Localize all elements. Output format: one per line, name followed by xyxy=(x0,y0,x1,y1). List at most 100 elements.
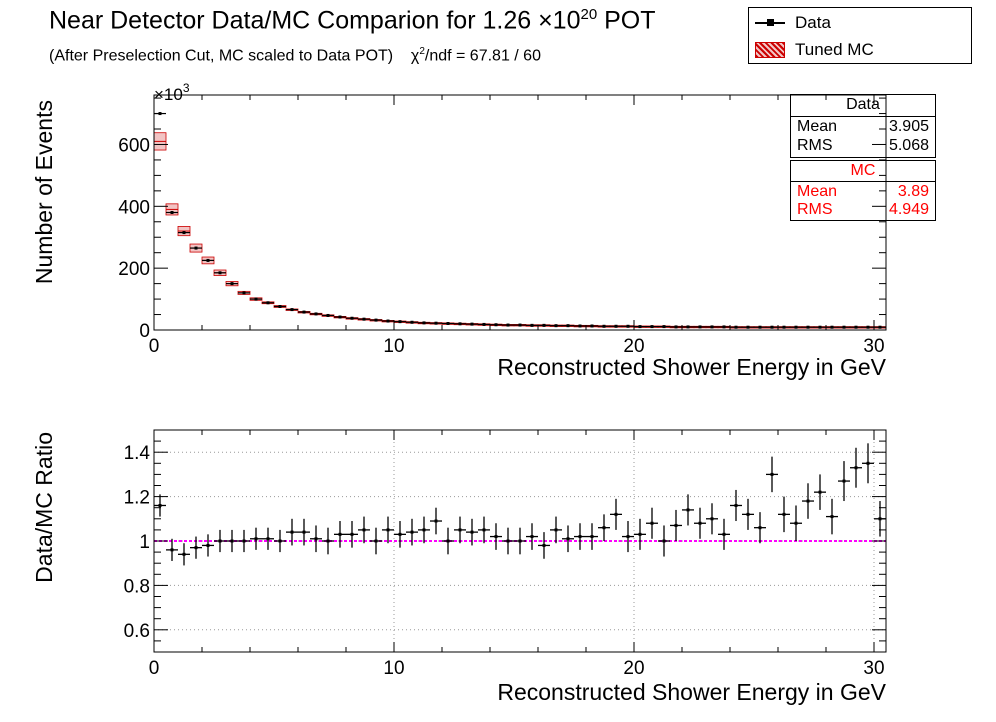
ratio-axes: 0 10 20 30 0.6 0.8 1 1.2 1.4 xyxy=(124,430,886,679)
data-marker xyxy=(506,323,510,327)
ratio-marker xyxy=(602,526,606,530)
ratio-marker xyxy=(410,530,414,534)
ratio-marker xyxy=(230,539,234,543)
ratio-marker xyxy=(314,537,318,541)
ratio-marker xyxy=(494,535,498,539)
stats-data-rms-label: RMS xyxy=(797,137,833,154)
ratio-marker xyxy=(290,530,294,534)
stats-mc-rms-label: RMS xyxy=(797,201,833,218)
ratio-marker xyxy=(830,515,834,519)
data-marker xyxy=(782,325,786,329)
stats-data-rms-value: 5.068 xyxy=(888,137,929,154)
data-marker xyxy=(206,258,210,262)
ratio-marker xyxy=(482,528,486,532)
ratio-marker xyxy=(782,512,786,516)
data-marker xyxy=(566,324,570,328)
data-marker xyxy=(746,325,750,329)
ratio-marker xyxy=(434,519,438,523)
ratio-marker xyxy=(806,499,810,503)
top-y-tick-label: 200 xyxy=(118,259,150,280)
top-plot-frame xyxy=(153,94,887,331)
ratio-marker xyxy=(566,537,570,541)
data-marker xyxy=(290,308,294,312)
data-marker xyxy=(194,246,198,250)
data-marker xyxy=(242,291,246,295)
ratio-marker xyxy=(578,535,582,539)
ratio-marker xyxy=(182,552,186,556)
chi-exponent: 2 xyxy=(419,46,425,57)
ratio-marker xyxy=(554,528,558,532)
ratio-marker xyxy=(854,466,858,470)
top-marks xyxy=(153,112,887,329)
data-marker xyxy=(350,316,354,320)
ratio-y-tick-label: 1.4 xyxy=(124,443,151,464)
stats-box-mc: MC Mean 3.89 RMS 4.949 xyxy=(790,160,936,221)
data-marker xyxy=(458,322,462,326)
data-marker xyxy=(806,325,810,329)
title-main: Near Detector Data/MC Comparion for 1.26… xyxy=(49,6,581,35)
data-marker xyxy=(674,325,678,329)
ratio-marker xyxy=(530,535,534,539)
ratio-marker xyxy=(590,535,594,539)
ratio-marker xyxy=(662,539,666,543)
data-marker xyxy=(638,325,642,329)
data-point-icon xyxy=(767,19,774,26)
top-x-tick-label: 30 xyxy=(863,336,884,357)
chart-subtitle: (After Preselection Cut, MC scaled to Da… xyxy=(49,46,541,65)
y-multiplier-base: ×10 xyxy=(154,85,183,104)
data-marker xyxy=(530,323,534,327)
y-multiplier-label: ×103 xyxy=(154,81,190,104)
data-marker xyxy=(386,319,390,323)
subtitle-text: (After Preselection Cut, MC scaled to Da… xyxy=(49,47,394,65)
ratio-marker xyxy=(458,528,462,532)
ratio-marker xyxy=(242,539,246,543)
ratio-marker xyxy=(302,530,306,534)
ratio-y-tick-label: 1.2 xyxy=(124,488,150,509)
ratio-marker xyxy=(734,503,738,507)
legend-label-mc: Tuned MC xyxy=(795,40,874,59)
ratio-marker xyxy=(638,532,642,536)
ratio-marker xyxy=(446,539,450,543)
data-marker xyxy=(302,310,306,314)
ratio-marker xyxy=(158,503,162,507)
ratio-marker xyxy=(398,532,402,536)
data-marker xyxy=(794,325,798,329)
data-marker xyxy=(470,322,474,326)
data-marker xyxy=(182,231,186,235)
ratio-marker xyxy=(422,528,426,532)
data-marker xyxy=(662,325,666,329)
y-multiplier-exponent: 3 xyxy=(183,81,190,95)
ratio-x-tick-label: 10 xyxy=(383,658,404,679)
data-marker xyxy=(434,321,438,325)
data-marker xyxy=(554,324,558,328)
ratio-marker xyxy=(698,521,702,525)
data-marker xyxy=(650,325,654,329)
ratio-marker xyxy=(722,532,726,536)
ratio-marker xyxy=(374,539,378,543)
data-marker xyxy=(422,321,426,325)
data-marker xyxy=(722,325,726,329)
ratio-y-tick-label: 0.6 xyxy=(124,621,150,642)
ratio-x-tick-label: 0 xyxy=(149,658,160,679)
chi-ndf-text: /ndf = 67.81 / 60 xyxy=(424,47,541,65)
data-marker xyxy=(686,325,690,329)
stats-mc-mean-value: 3.89 xyxy=(897,183,929,200)
legend: Data Tuned MC xyxy=(748,7,972,64)
stats-mc-mean-label: Mean xyxy=(797,183,838,200)
data-marker xyxy=(254,297,258,301)
ratio-y-axis-label: Data/MC Ratio xyxy=(31,432,57,583)
ratio-marker xyxy=(206,543,210,547)
stats-data-divider xyxy=(791,116,935,117)
ratio-marker xyxy=(626,535,630,539)
ratio-marker xyxy=(770,472,774,476)
ratio-marker xyxy=(266,537,270,541)
ratio-marker xyxy=(758,526,762,530)
stats-mc-rms-value: 4.949 xyxy=(888,201,929,218)
ratio-marker xyxy=(362,528,366,532)
data-marker xyxy=(578,324,582,328)
ratio-marker xyxy=(470,530,474,534)
top-x-tick-label: 20 xyxy=(623,336,644,357)
ratio-marker xyxy=(614,512,618,516)
ratio-marker xyxy=(818,490,822,494)
chart-title: Near Detector Data/MC Comparion for 1.26… xyxy=(49,6,656,35)
